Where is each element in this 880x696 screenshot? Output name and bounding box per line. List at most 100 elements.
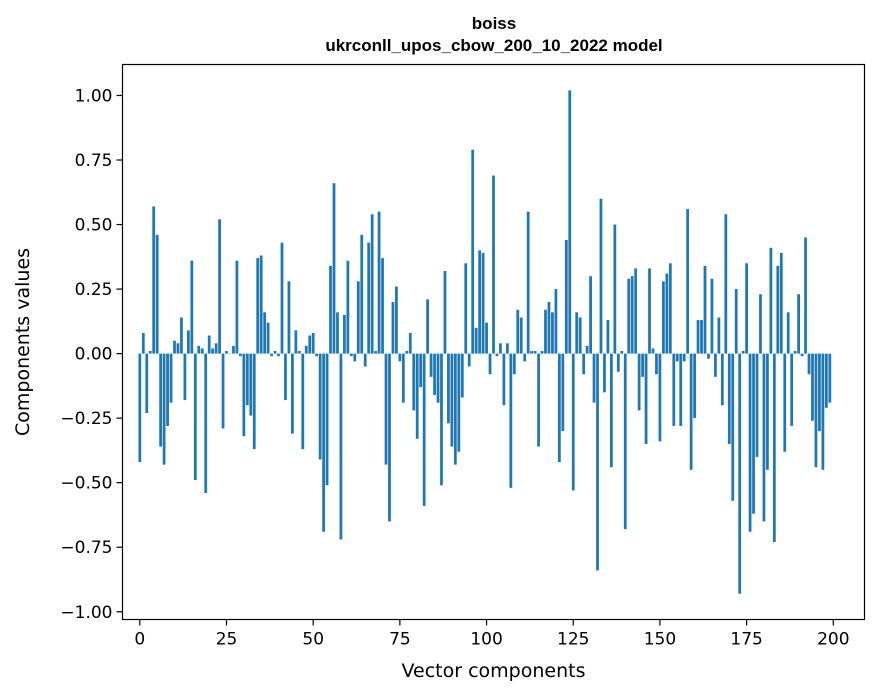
bar [485,322,488,354]
bar [211,348,215,354]
bar [141,332,145,354]
bar [148,351,152,354]
bar [766,353,769,470]
bar [797,294,800,354]
y-tick-label: −1.00 [60,603,112,623]
bar [734,289,738,354]
bar [776,265,780,354]
bar [363,353,367,367]
bar [519,317,523,354]
bar [641,353,644,377]
bar [443,271,447,354]
bar [526,211,530,354]
bar [388,353,391,522]
bar [686,209,690,354]
x-tick-label: 100 [470,630,502,650]
bar [336,312,339,354]
bar [218,219,221,354]
bar [613,224,617,354]
bar [672,353,676,426]
bar [557,353,561,463]
bar [762,353,766,522]
bar [512,353,516,375]
bar [155,234,159,354]
bar [297,351,301,354]
bar [245,353,249,406]
bar [343,314,346,354]
bar [467,353,471,367]
bar [655,353,658,375]
bar [249,353,253,416]
bar [457,353,461,452]
bar [422,353,426,506]
y-axis-ticks: −1.00 −0.75 −0.50 −0.25 0.00 0.25 0.50 0.75 1.00 [60,86,123,623]
bar [720,353,724,406]
bar [644,353,648,444]
bar [606,320,610,354]
bar [332,183,336,354]
bar [675,353,679,362]
bar [166,353,169,426]
bar [429,353,433,377]
bar [630,276,634,354]
x-tick-label: 175 [730,630,762,650]
bar [544,309,547,354]
bar [291,353,294,434]
x-axis-ticks: 0 25 50 75 100 125 150 175 200 [134,619,850,650]
y-tick-label: −0.25 [60,409,112,429]
bar [610,353,613,468]
bar [533,351,537,354]
bar [322,353,325,532]
chart-title: boiss [472,14,516,33]
bar [696,320,700,354]
bar [582,353,586,375]
bar [495,353,499,357]
bar [193,353,197,481]
bar [405,351,409,354]
bar [138,353,142,463]
bar [516,309,520,354]
bar [745,263,748,354]
bar [551,312,554,354]
bar [717,317,721,354]
bar [384,353,388,465]
x-tick-label: 125 [557,630,589,650]
bar [277,353,280,357]
y-tick-label: 0.25 [75,280,113,300]
bar [197,345,201,354]
bar [447,353,450,424]
bar [204,353,208,494]
bar [325,353,329,486]
bar [804,237,807,354]
bar [759,294,762,354]
bar [391,301,395,354]
bar [426,299,429,354]
bar [381,258,384,354]
bar [499,343,502,354]
bar [450,353,454,447]
bar [707,353,710,359]
bar [190,260,194,354]
bar [502,353,506,406]
bar [665,273,669,354]
bar [280,242,284,354]
bar [689,353,693,470]
bar [436,353,440,403]
bar [162,353,166,465]
bar [374,351,377,354]
bar [349,353,353,357]
bar [200,348,204,354]
bar [401,353,405,403]
bar [294,330,298,354]
bar [592,353,596,403]
bar [724,214,728,354]
bar [578,317,582,354]
bar [159,353,163,447]
bar [814,353,818,468]
bar [637,353,641,411]
bar [346,260,350,354]
bar-series [138,90,832,594]
bar [225,351,228,354]
bar [790,353,794,426]
bar [623,353,627,530]
